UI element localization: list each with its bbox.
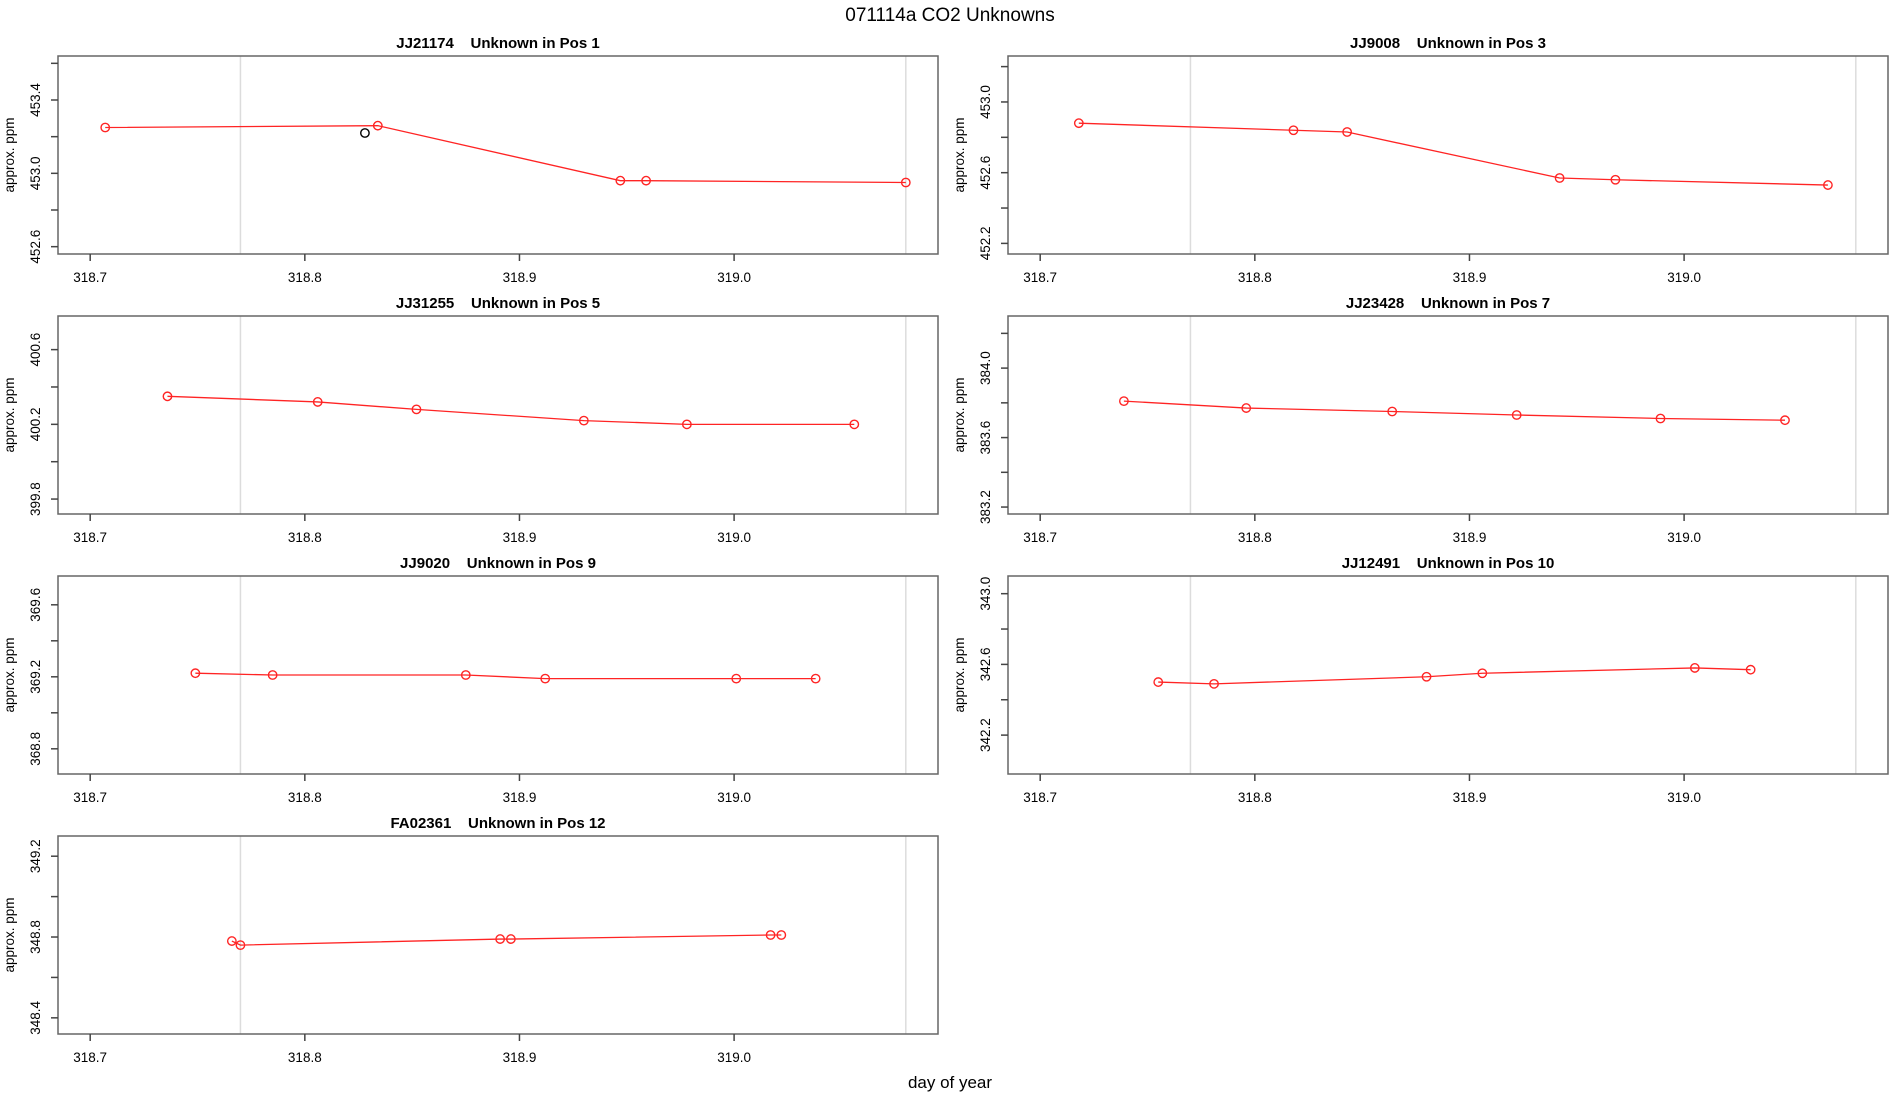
svg-text:318.8: 318.8 bbox=[288, 530, 322, 545]
panel-title: JJ9020 Unknown in Pos 9 bbox=[400, 555, 596, 572]
svg-text:approx. ppm: approx. ppm bbox=[2, 897, 17, 972]
svg-text:452.6: 452.6 bbox=[28, 230, 43, 264]
svg-text:368.8: 368.8 bbox=[28, 732, 43, 766]
svg-text:400.2: 400.2 bbox=[28, 407, 43, 441]
panel-fa02361-pos12: FA02361 Unknown in Pos 12 318.7 318.8 318.… bbox=[0, 812, 950, 1072]
svg-text:318.9: 318.9 bbox=[1453, 270, 1487, 285]
panel-jj21174-chart: 318.7 318.8 318.9 319.0 452.6 453.0 453.4 appro… bbox=[2, 55, 939, 285]
svg-text:383.2: 383.2 bbox=[978, 490, 993, 524]
svg-text:399.8: 399.8 bbox=[28, 482, 43, 516]
panel-title: JJ23428 Unknown in Pos 7 bbox=[1345, 295, 1551, 312]
svg-text:452.2: 452.2 bbox=[978, 226, 993, 260]
svg-text:400.6: 400.6 bbox=[28, 333, 43, 367]
figure-title: 071114a CO2 Unknowns bbox=[845, 5, 1055, 26]
panel-jj23428-chart: 318.7 318.8 318.9 319.0 383.2 383.6 384.0 appro… bbox=[952, 315, 1889, 545]
svg-text:318.7: 318.7 bbox=[1023, 790, 1057, 805]
svg-text:approx. ppm: approx. ppm bbox=[2, 377, 17, 452]
panel-jj31255-pos5: JJ31255 Unknown in Pos 5 318.7 318.8 318.9… bbox=[0, 292, 950, 552]
panel-jj12491-chart: 318.7 318.8 318.9 319.0 342.2 342.6 343.0 appro… bbox=[952, 575, 1889, 805]
panel-jj21174-pos1: JJ21174 Unknown in Pos 1 318.7 318.8 318.9… bbox=[0, 32, 950, 292]
svg-text:318.9: 318.9 bbox=[503, 790, 537, 805]
svg-text:approx. ppm: approx. ppm bbox=[952, 117, 967, 192]
svg-text:318.8: 318.8 bbox=[1238, 790, 1272, 805]
panel-jj9008-pos3: JJ9008 Unknown in Pos 3 318.7 318.8 318.9 3… bbox=[950, 32, 1900, 292]
svg-text:approx. ppm: approx. ppm bbox=[2, 117, 17, 192]
empty-cell bbox=[950, 812, 1900, 1072]
svg-text:319.0: 319.0 bbox=[717, 530, 751, 545]
svg-text:318.9: 318.9 bbox=[1453, 530, 1487, 545]
svg-text:319.0: 319.0 bbox=[1667, 790, 1701, 805]
svg-text:approx. ppm: approx. ppm bbox=[952, 377, 967, 452]
svg-text:318.7: 318.7 bbox=[73, 530, 107, 545]
panel-title: FA02361 Unknown in Pos 12 bbox=[390, 815, 606, 832]
svg-text:318.9: 318.9 bbox=[503, 270, 537, 285]
svg-text:318.7: 318.7 bbox=[73, 790, 107, 805]
svg-text:318.8: 318.8 bbox=[1238, 530, 1272, 545]
x-axis-label: day of year bbox=[907, 1073, 993, 1092]
svg-text:approx. ppm: approx. ppm bbox=[952, 637, 967, 712]
panel-title: JJ12491 Unknown in Pos 10 bbox=[1341, 555, 1555, 572]
svg-text:319.0: 319.0 bbox=[1667, 530, 1701, 545]
svg-text:318.9: 318.9 bbox=[503, 1050, 537, 1065]
svg-text:318.8: 318.8 bbox=[288, 790, 322, 805]
svg-text:318.9: 318.9 bbox=[503, 530, 537, 545]
svg-text:369.2: 369.2 bbox=[28, 660, 43, 694]
svg-text:319.0: 319.0 bbox=[1667, 270, 1701, 285]
svg-text:318.7: 318.7 bbox=[1023, 270, 1057, 285]
svg-text:453.0: 453.0 bbox=[28, 156, 43, 190]
svg-text:384.0: 384.0 bbox=[978, 351, 993, 385]
svg-text:453.4: 453.4 bbox=[28, 83, 43, 117]
panel-fa02361-chart: 318.7 318.8 318.9 319.0 348.4 348.8 349.2 appro… bbox=[2, 835, 939, 1065]
svg-text:383.6: 383.6 bbox=[978, 421, 993, 455]
svg-text:342.2: 342.2 bbox=[978, 718, 993, 752]
svg-text:348.8: 348.8 bbox=[28, 920, 43, 954]
svg-text:343.0: 343.0 bbox=[978, 577, 993, 611]
svg-text:318.9: 318.9 bbox=[1453, 790, 1487, 805]
svg-text:318.8: 318.8 bbox=[288, 1050, 322, 1065]
svg-text:342.6: 342.6 bbox=[978, 647, 993, 681]
panel-title: JJ9008 Unknown in Pos 3 bbox=[1350, 35, 1546, 52]
panel-grid: JJ21174 Unknown in Pos 1 318.7 318.8 318.9… bbox=[0, 32, 1900, 1072]
svg-text:349.2: 349.2 bbox=[28, 839, 43, 873]
panel-jj9020-pos9: JJ9020 Unknown in Pos 9 318.7 318.8 318.9 3… bbox=[0, 552, 950, 812]
svg-text:318.8: 318.8 bbox=[288, 270, 322, 285]
svg-text:319.0: 319.0 bbox=[717, 270, 751, 285]
panel-title: JJ31255 Unknown in Pos 5 bbox=[395, 295, 601, 312]
panel-jj23428-pos7: JJ23428 Unknown in Pos 7 318.7 318.8 318.9… bbox=[950, 292, 1900, 552]
svg-text:369.6: 369.6 bbox=[28, 588, 43, 622]
svg-text:318.7: 318.7 bbox=[1023, 530, 1057, 545]
panel-jj12491-pos10: JJ12491 Unknown in Pos 10 318.7 318.8 318.… bbox=[950, 552, 1900, 812]
panel-jj9008-chart: 318.7 318.8 318.9 319.0 452.2 452.6 453.0 appro… bbox=[952, 55, 1889, 285]
svg-text:318.7: 318.7 bbox=[73, 270, 107, 285]
panel-jj9020-chart: 318.7 318.8 318.9 319.0 368.8 369.2 369.6 appro… bbox=[2, 575, 939, 805]
svg-text:319.0: 319.0 bbox=[717, 1050, 751, 1065]
svg-text:348.4: 348.4 bbox=[28, 1000, 43, 1034]
svg-text:319.0: 319.0 bbox=[717, 790, 751, 805]
svg-text:318.8: 318.8 bbox=[1238, 270, 1272, 285]
svg-text:453.0: 453.0 bbox=[978, 85, 993, 119]
svg-text:318.7: 318.7 bbox=[73, 1050, 107, 1065]
svg-text:approx. ppm: approx. ppm bbox=[2, 637, 17, 712]
panel-title: JJ21174 Unknown in Pos 1 bbox=[396, 35, 600, 52]
svg-text:452.6: 452.6 bbox=[978, 156, 993, 190]
panel-jj31255-chart: 318.7 318.8 318.9 319.0 399.8 400.2 400.6 appro… bbox=[2, 315, 939, 545]
